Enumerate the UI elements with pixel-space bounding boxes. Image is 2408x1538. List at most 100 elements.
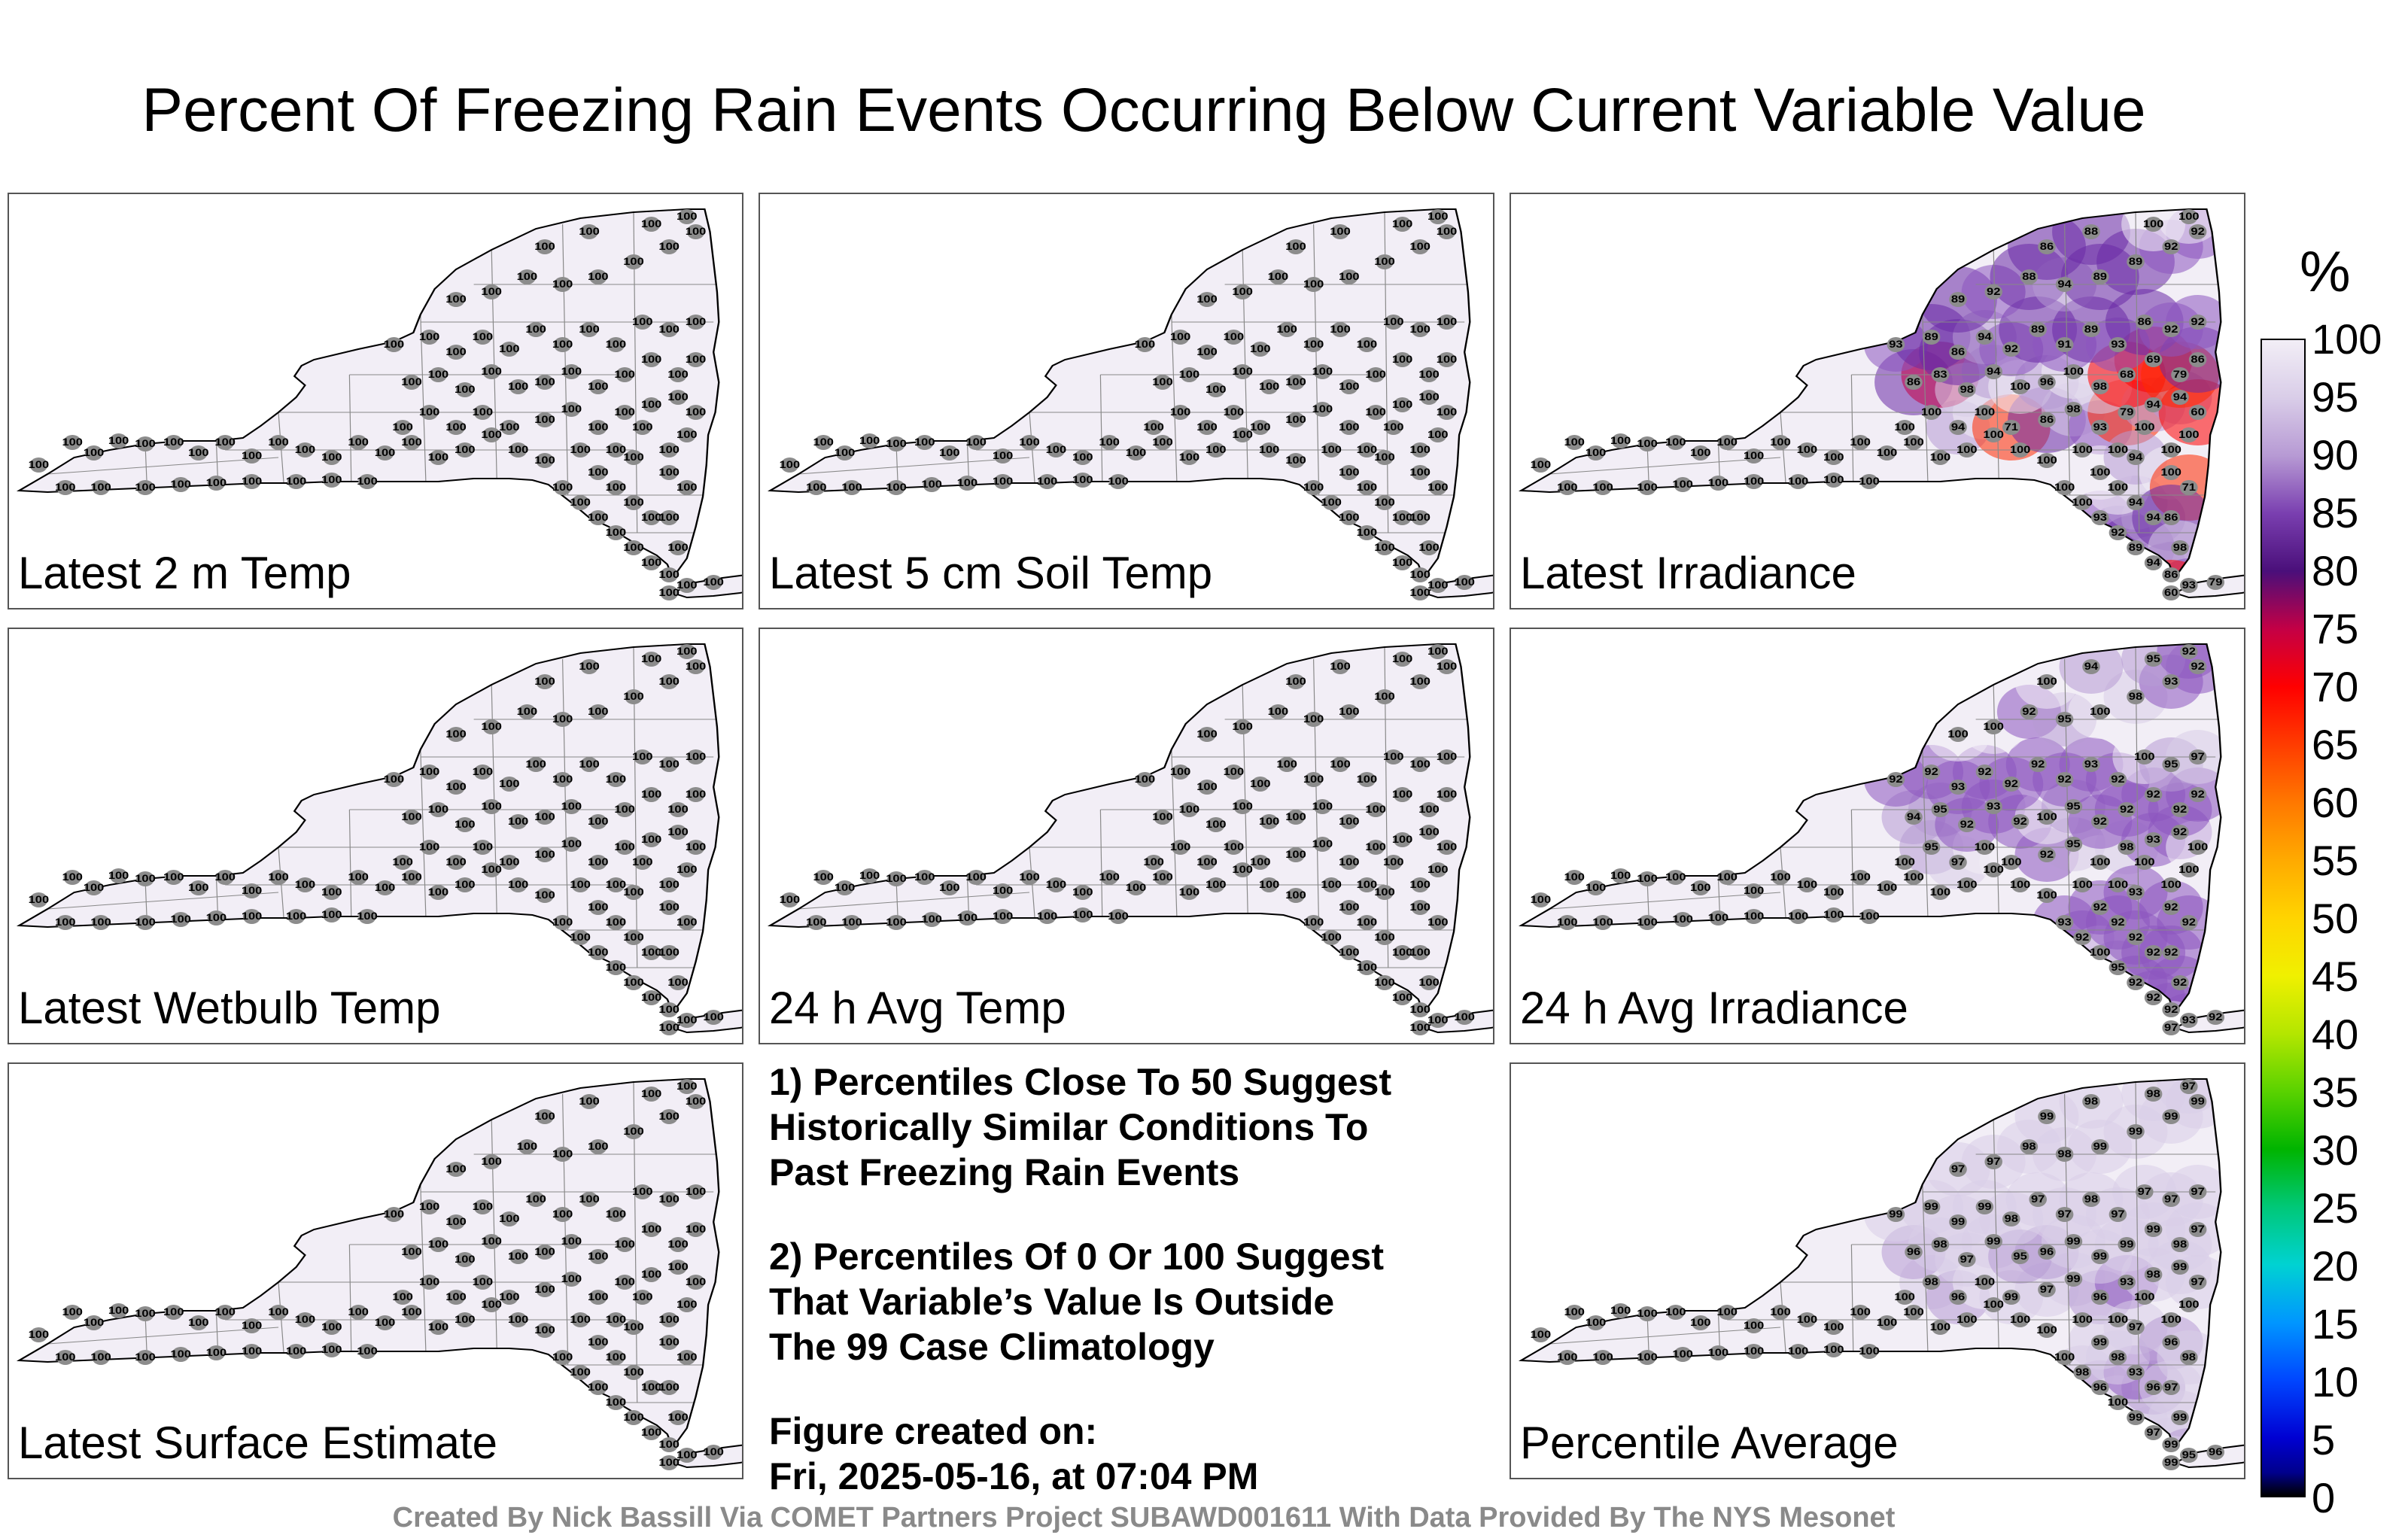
- station-value: 100: [1418, 804, 1440, 816]
- station-value: 100: [623, 451, 644, 464]
- station-value: 100: [1206, 819, 1227, 831]
- station-marker: [2055, 712, 2074, 727]
- station-marker: [536, 810, 554, 825]
- station-marker: [242, 1344, 261, 1359]
- station-marker: [375, 445, 394, 460]
- station-value: 100: [1206, 384, 1227, 396]
- station-marker: [562, 1234, 581, 1249]
- station-marker: [1074, 885, 1092, 900]
- station-value: 100: [321, 886, 342, 898]
- station-value: 100: [570, 497, 591, 509]
- station-value: 100: [993, 910, 1014, 922]
- station-value: 100: [570, 1366, 591, 1378]
- station-marker: [1931, 1237, 1950, 1252]
- station-value: 100: [588, 421, 609, 433]
- station-value: 100: [886, 873, 907, 885]
- station-value: 92: [2191, 226, 2204, 238]
- station-value: 100: [703, 1011, 724, 1023]
- station-marker: [1198, 345, 1216, 360]
- station-marker: [2091, 1290, 2109, 1305]
- station-value: 100: [686, 1186, 707, 1198]
- station-marker: [2064, 1234, 2083, 1249]
- station-marker: [429, 367, 448, 382]
- station-value: 97: [2129, 1321, 2142, 1333]
- station-marker: [2109, 877, 2127, 892]
- station-marker: [1171, 330, 1190, 345]
- county-line: [1099, 809, 1103, 917]
- station-marker: [2038, 1282, 2056, 1297]
- station-value: 100: [1365, 406, 1386, 418]
- station-value: 100: [588, 512, 609, 524]
- station-marker: [2162, 1437, 2180, 1452]
- station-value: 71: [2005, 421, 2019, 433]
- station-value: 100: [1427, 646, 1449, 658]
- station-marker: [1798, 1312, 1817, 1327]
- station-value: 97: [2191, 1186, 2204, 1198]
- station-value: 100: [401, 436, 422, 448]
- station-marker: [2162, 442, 2180, 457]
- station-marker: [1411, 757, 1429, 772]
- station-value: 100: [1877, 1317, 1898, 1329]
- station-marker: [1744, 909, 1763, 924]
- station-marker: [1224, 405, 1243, 420]
- station-marker: [2127, 689, 2145, 704]
- station-value: 100: [534, 1111, 555, 1123]
- station-marker: [634, 1290, 652, 1305]
- station-marker: [607, 772, 625, 787]
- station-value: 95: [2013, 1251, 2027, 1263]
- station-marker: [2162, 1312, 2180, 1327]
- station-value: 100: [1708, 477, 1729, 489]
- station-value: 94: [2129, 497, 2143, 509]
- station-value: 100: [1975, 1276, 1996, 1288]
- colorbar-tick: 85: [2312, 489, 2359, 536]
- station-value: 100: [1224, 331, 1245, 343]
- station-value: 86: [2040, 414, 2054, 426]
- station-value: 100: [481, 721, 502, 733]
- station-marker: [349, 435, 368, 450]
- station-marker: [172, 477, 190, 492]
- station-marker: [678, 862, 696, 877]
- colorbar-tick: 75: [2312, 605, 2359, 652]
- station-marker: [1260, 442, 1278, 457]
- station-marker: [1922, 764, 1941, 780]
- station-marker: [2091, 704, 2109, 719]
- station-marker: [941, 445, 959, 460]
- station-value: 95: [2057, 713, 2072, 725]
- station-marker: [2055, 277, 2074, 292]
- station-marker: [1692, 880, 1710, 895]
- station-marker: [403, 1245, 421, 1260]
- station-value: 100: [1126, 882, 1147, 894]
- station-marker: [1744, 883, 1763, 898]
- station-marker: [642, 1222, 661, 1237]
- station-value: 100: [1427, 579, 1449, 591]
- station-marker: [660, 1109, 679, 1124]
- station-marker: [686, 1094, 705, 1109]
- station-marker: [429, 885, 448, 900]
- station-value: 99: [1924, 1201, 1938, 1213]
- station-value: 100: [1365, 841, 1386, 853]
- station-value: 100: [623, 497, 644, 509]
- station-marker: [287, 474, 306, 489]
- station-value: 100: [1557, 916, 1578, 929]
- station-value: 100: [552, 1148, 573, 1160]
- county-line: [1099, 374, 1103, 482]
- notes-block: 1) Percentiles Close To 50 Suggest Histo…: [769, 1059, 1491, 1538]
- station-marker: [1100, 870, 1118, 885]
- station-value: 96: [2146, 1381, 2160, 1394]
- station-value: 100: [835, 882, 856, 894]
- station-value: 94: [2129, 451, 2143, 464]
- station-value: 100: [1409, 879, 1431, 891]
- station-value: 100: [632, 751, 653, 763]
- station-marker: [887, 871, 905, 886]
- station-value: 100: [1437, 841, 1458, 853]
- station-marker: [2011, 1249, 2029, 1264]
- station-marker: [634, 315, 652, 330]
- station-marker: [589, 420, 607, 435]
- station-value: 100: [658, 467, 680, 479]
- station-marker: [1376, 540, 1394, 555]
- station-marker: [1411, 674, 1429, 689]
- colorbar-unit: %: [2300, 240, 2351, 304]
- station-value: 100: [686, 226, 707, 238]
- station-marker: [1429, 644, 1447, 659]
- station-marker: [447, 780, 465, 795]
